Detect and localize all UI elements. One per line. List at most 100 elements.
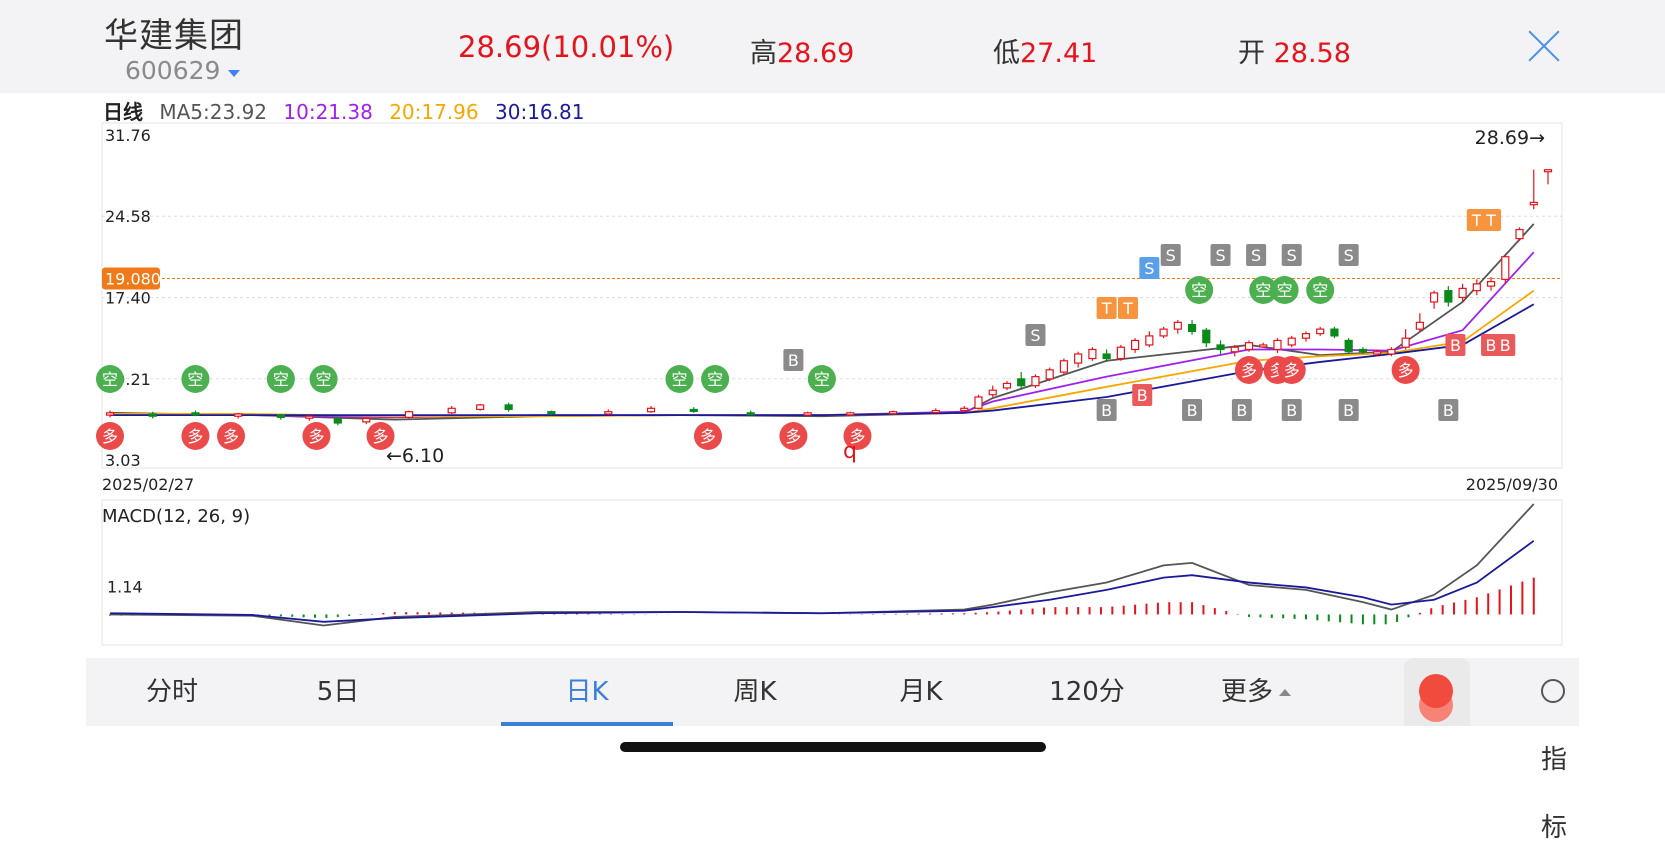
signal-marker-label: 多 bbox=[1241, 361, 1257, 380]
candle-body bbox=[1387, 348, 1396, 355]
candle-body bbox=[646, 407, 656, 413]
candle-body bbox=[1145, 335, 1154, 346]
candle-body bbox=[931, 409, 940, 414]
signal-marker-label: S bbox=[1287, 246, 1297, 265]
candle-body bbox=[476, 404, 485, 411]
last-price: 28.69 bbox=[458, 30, 542, 64]
signal-marker-t bbox=[1117, 297, 1138, 319]
tab-intraday[interactable]: 分时 bbox=[145, 677, 198, 707]
signal-marker-long bbox=[302, 422, 331, 450]
candle-body bbox=[1401, 337, 1410, 348]
stray-label: q bbox=[843, 439, 857, 464]
low-stat: 低27.41 bbox=[993, 38, 1098, 69]
open-stat: 开 28.58 bbox=[1238, 38, 1351, 69]
change-percent: (10.01%) bbox=[541, 30, 675, 64]
candle-body bbox=[362, 417, 371, 423]
signal-marker-b-red bbox=[1445, 334, 1466, 356]
signal-marker-label: B bbox=[1137, 386, 1148, 405]
tab-120min[interactable]: 120分 bbox=[1049, 677, 1125, 707]
signal-marker-short bbox=[181, 365, 210, 393]
candle-body bbox=[1301, 333, 1311, 339]
signal-marker-b-red bbox=[1495, 334, 1516, 356]
reference-line-label: 19.080 bbox=[105, 269, 161, 288]
ma10-value: 10:21.38 bbox=[283, 100, 373, 124]
signal-marker-t bbox=[1096, 297, 1117, 319]
signal-marker-label: 多 bbox=[187, 427, 203, 446]
signal-marker-long bbox=[217, 422, 246, 450]
stock-code-dropdown[interactable]: 600629 bbox=[125, 56, 221, 85]
candle-body bbox=[988, 389, 997, 396]
tab-more[interactable]: 更多 bbox=[1166, 658, 1346, 726]
candle-body bbox=[1287, 337, 1296, 346]
start-date-label: 2025/02/27 bbox=[102, 475, 194, 494]
candle-body bbox=[1088, 348, 1097, 360]
signal-marker-s-gray bbox=[1160, 244, 1181, 266]
signal-marker-b-gray bbox=[1438, 399, 1459, 421]
candle-body bbox=[689, 408, 698, 413]
candle-body bbox=[148, 413, 157, 417]
candle-body bbox=[1187, 323, 1197, 332]
signal-marker-label: 多 bbox=[785, 427, 801, 446]
signal-marker-label: 多 bbox=[1398, 361, 1414, 380]
signal-marker-s-gray bbox=[1210, 244, 1231, 266]
signal-marker-label: S bbox=[1030, 326, 1040, 345]
indicator-button[interactable]: 指标 bbox=[1541, 658, 1579, 843]
signal-marker-label: 空 bbox=[187, 370, 203, 389]
signal-marker-b-gray bbox=[1338, 399, 1359, 421]
candle-body bbox=[1216, 344, 1225, 351]
candle-body bbox=[1444, 290, 1453, 303]
end-date-label: 2025/09/30 bbox=[1466, 475, 1558, 494]
tab-5day[interactable]: 5日 bbox=[316, 677, 360, 707]
candle-body bbox=[276, 414, 285, 418]
candle-body bbox=[191, 412, 200, 416]
candle-body bbox=[1501, 256, 1510, 280]
caret-down-icon[interactable] bbox=[228, 70, 240, 77]
signal-marker-short bbox=[309, 365, 338, 393]
tab-more-label: 更多 bbox=[1220, 677, 1273, 707]
record-button[interactable] bbox=[1404, 658, 1470, 726]
signal-marker-label: 多 bbox=[223, 427, 239, 446]
caret-up-icon bbox=[1279, 689, 1291, 696]
candle-body bbox=[1259, 344, 1268, 348]
candle-body bbox=[1529, 201, 1538, 206]
signal-marker-label: 多 bbox=[700, 427, 716, 446]
candle-body bbox=[404, 411, 414, 418]
signal-marker-label: B bbox=[1101, 401, 1112, 420]
candle-body bbox=[888, 411, 898, 415]
signal-marker-label: 空 bbox=[273, 370, 289, 389]
signal-marker-label: B bbox=[1500, 336, 1511, 355]
signal-marker-label: S bbox=[1144, 259, 1154, 278]
ma-legend: 日线 MA5:23.92 10:21.38 20:17.96 30:16.81 bbox=[103, 96, 594, 125]
tab-daily-k[interactable]: 日K bbox=[565, 677, 609, 707]
ma30-value: 30:16.81 bbox=[495, 100, 585, 124]
period-tabs: 分时 5日 日K 周K 月K 120分 更多 指标 bbox=[86, 658, 1579, 843]
high-stat: 高28.69 bbox=[750, 38, 855, 69]
signal-marker-short bbox=[807, 365, 836, 393]
signal-marker-b-gray bbox=[1281, 399, 1302, 421]
candle-body bbox=[305, 415, 314, 419]
macd-line-dif bbox=[109, 503, 1535, 627]
kline-frame bbox=[101, 122, 1563, 469]
candle-body bbox=[333, 417, 342, 424]
signal-marker-long bbox=[96, 422, 124, 450]
header-bar: 华建集团 600629 28.69(10.01%) 高28.69 低27.41 … bbox=[0, 0, 1665, 93]
signal-marker-s-gray bbox=[1025, 324, 1046, 346]
current-price-label: 28.69→ bbox=[1475, 127, 1545, 149]
tab-weekly-k[interactable]: 周K bbox=[733, 677, 777, 707]
signal-marker-t bbox=[1481, 209, 1502, 231]
signal-marker-short bbox=[665, 365, 694, 393]
candle-body bbox=[1045, 369, 1054, 380]
stock-name: 华建集团 bbox=[104, 16, 244, 56]
tab-monthly-k[interactable]: 月K bbox=[899, 677, 943, 707]
signal-marker-label: 空 bbox=[1255, 281, 1271, 300]
candle-body bbox=[960, 407, 969, 412]
signal-marker-short bbox=[701, 365, 730, 393]
signal-marker-label: 空 bbox=[102, 370, 118, 389]
candle-body bbox=[1458, 287, 1467, 299]
candle-body bbox=[1017, 378, 1026, 387]
signal-marker-b-gray bbox=[1231, 399, 1252, 421]
candle-body bbox=[1486, 281, 1496, 287]
signal-marker-s-gray bbox=[1246, 244, 1267, 266]
candle-body bbox=[447, 407, 456, 414]
